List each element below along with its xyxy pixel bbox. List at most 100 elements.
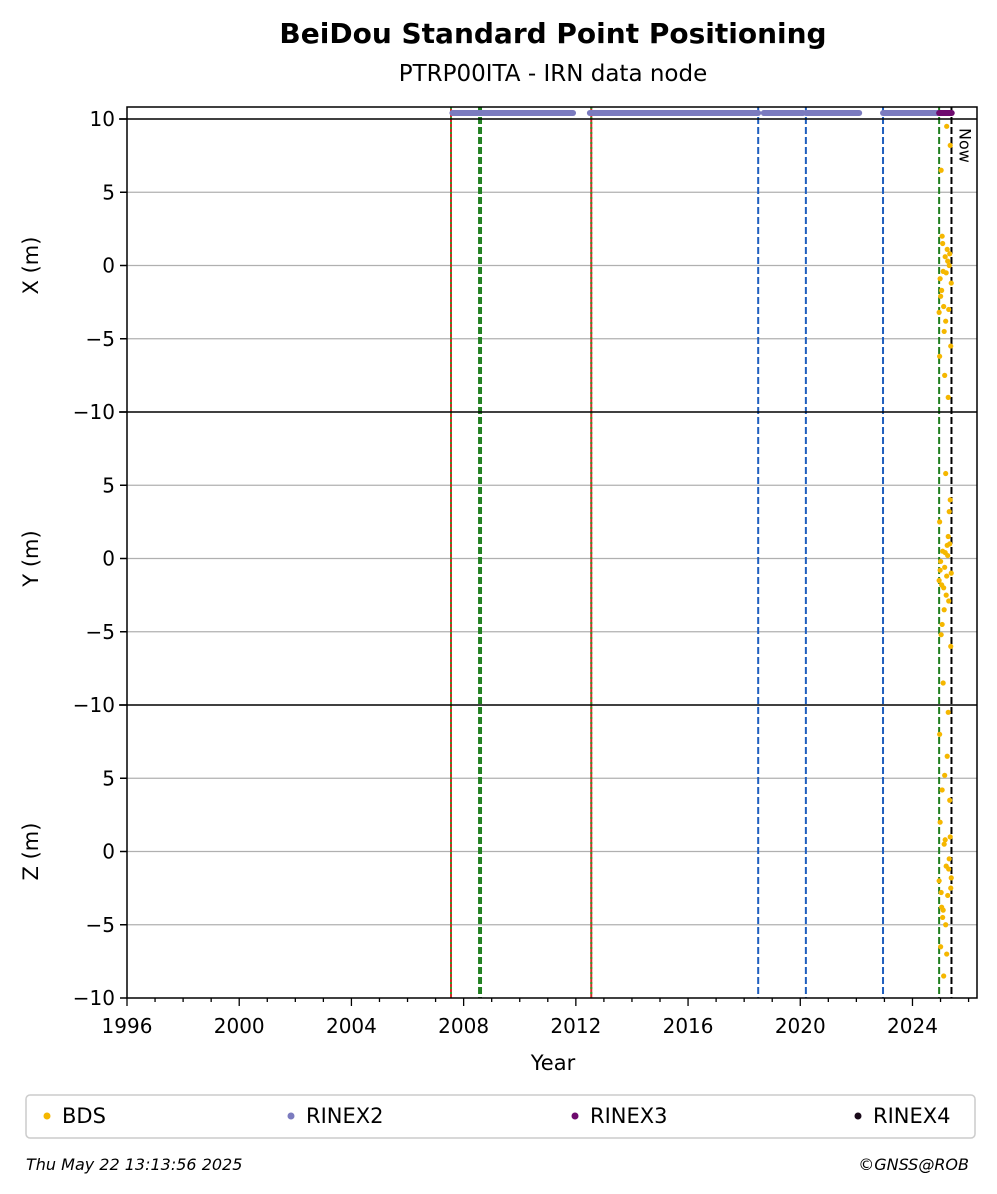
legend-marker-rinex3: [571, 1112, 579, 1120]
y-axis-label: X (m): [19, 237, 43, 295]
y-tick-label: −10: [73, 986, 115, 1010]
bds-point: [940, 914, 946, 921]
bds-point: [947, 142, 953, 148]
bds-point: [942, 254, 948, 260]
bds-point: [940, 240, 946, 247]
bds-point: [947, 834, 953, 840]
bds-point: [939, 582, 945, 588]
bds-point: [948, 343, 954, 349]
bds-point: [946, 262, 952, 269]
plot-frame: [126, 106, 978, 999]
bds-point: [938, 944, 944, 950]
bds-point: [938, 293, 944, 299]
bds-point: [943, 922, 949, 928]
bds-point: [937, 519, 943, 525]
bds-point: [941, 607, 947, 613]
bds-point: [945, 394, 951, 400]
bds-point: [945, 533, 951, 540]
bds-point: [939, 787, 945, 793]
bds-point: [944, 753, 950, 759]
x-tick-label: 2016: [663, 1014, 714, 1038]
legend-label-rinex4: RINEX4: [873, 1104, 951, 1128]
bds-point: [944, 542, 950, 548]
y-tick-label: −5: [86, 913, 115, 937]
bds-point: [938, 558, 944, 565]
tick-labels: 10 5 0 −5 −10 X (m) 5 0 −5 −10 Y (m) 5 0 −5 −10 Z (m) 19…: [19, 107, 938, 1038]
bds-point: [945, 892, 951, 899]
x-tick-label: 2004: [326, 1014, 377, 1038]
bds-point: [939, 233, 945, 239]
bds-point: [938, 632, 944, 638]
bds-point: [941, 973, 947, 979]
legend-box: [25, 1094, 976, 1139]
bds-point: [943, 318, 949, 324]
bds-point: [941, 328, 947, 335]
y-axis-label: Z (m): [19, 823, 43, 881]
bds-point: [940, 268, 946, 274]
bds-point: [946, 598, 952, 604]
bds-point: [940, 907, 946, 913]
bds-point: [942, 564, 948, 570]
bds-point: [939, 621, 945, 628]
footer-credit: ©GNSS@ROB: [858, 1155, 969, 1174]
x-axis-label: Year: [530, 1051, 576, 1075]
bds-point: [944, 573, 950, 579]
bds-point: [938, 889, 944, 896]
event-lines: Now: [450, 107, 974, 998]
legend: BDS RINEX2 RINEX3 RINEX4: [25, 1094, 976, 1139]
bds-point: [937, 276, 943, 282]
bds-point: [942, 837, 948, 843]
bds-point: [937, 353, 943, 359]
chart-subtitle: PTRP00ITA - IRN data node: [399, 61, 708, 87]
legend-label-rinex2: RINEX2: [306, 1104, 384, 1128]
y-tick-label: 0: [102, 840, 115, 864]
legend-label-rinex3: RINEX3: [590, 1104, 668, 1128]
x-tick-label: 2024: [887, 1014, 938, 1038]
bds-point: [936, 309, 942, 315]
x-tick-label: 2012: [550, 1014, 601, 1038]
y-tick-label: 5: [102, 180, 115, 204]
bds-point: [946, 306, 952, 313]
grid-layer: [127, 191, 977, 926]
bds-point: [947, 497, 953, 503]
y-tick-label: 5: [102, 473, 115, 497]
footer-timestamp: Thu May 22 13:13:56 2025: [26, 1155, 242, 1174]
bds-point: [946, 509, 952, 515]
axes-frame: [119, 106, 978, 1006]
bds-point: [941, 841, 947, 847]
bds-point: [948, 875, 954, 881]
bds-point: [948, 280, 954, 286]
y-tick-label: 10: [90, 107, 115, 131]
bds-point: [948, 570, 954, 576]
bds-point: [945, 709, 951, 715]
x-tick-label: 2000: [214, 1014, 265, 1038]
bds-point: [937, 819, 943, 825]
bds-point: [944, 246, 950, 252]
legend-marker-rinex2: [287, 1112, 295, 1120]
y-tick-label: 0: [102, 547, 115, 571]
bds-point: [946, 866, 952, 872]
x-tick-label: 2020: [775, 1014, 826, 1038]
bds-point: [945, 258, 951, 264]
bds-point: [939, 287, 945, 294]
bds-point: [943, 470, 949, 477]
legend-marker-bds: [43, 1112, 51, 1120]
bds-point: [940, 680, 946, 686]
bds-point: [936, 577, 942, 584]
bds-point: [946, 856, 952, 862]
y-axis-label: Y (m): [19, 530, 43, 587]
now-label: Now: [955, 128, 974, 163]
y-tick-label: −10: [73, 400, 115, 424]
bds-point: [937, 567, 943, 573]
bds-point: [938, 167, 944, 173]
y-tick-label: 0: [102, 254, 115, 278]
chart-title: BeiDou Standard Point Positioning: [279, 17, 826, 50]
bds-point: [942, 550, 948, 556]
bds-point: [942, 372, 948, 378]
bds-point: [948, 885, 954, 891]
x-tick-label: 2008: [438, 1014, 489, 1038]
x-tick-label: 1996: [102, 1014, 153, 1038]
y-tick-label: −5: [86, 327, 115, 351]
bds-point: [947, 797, 953, 803]
